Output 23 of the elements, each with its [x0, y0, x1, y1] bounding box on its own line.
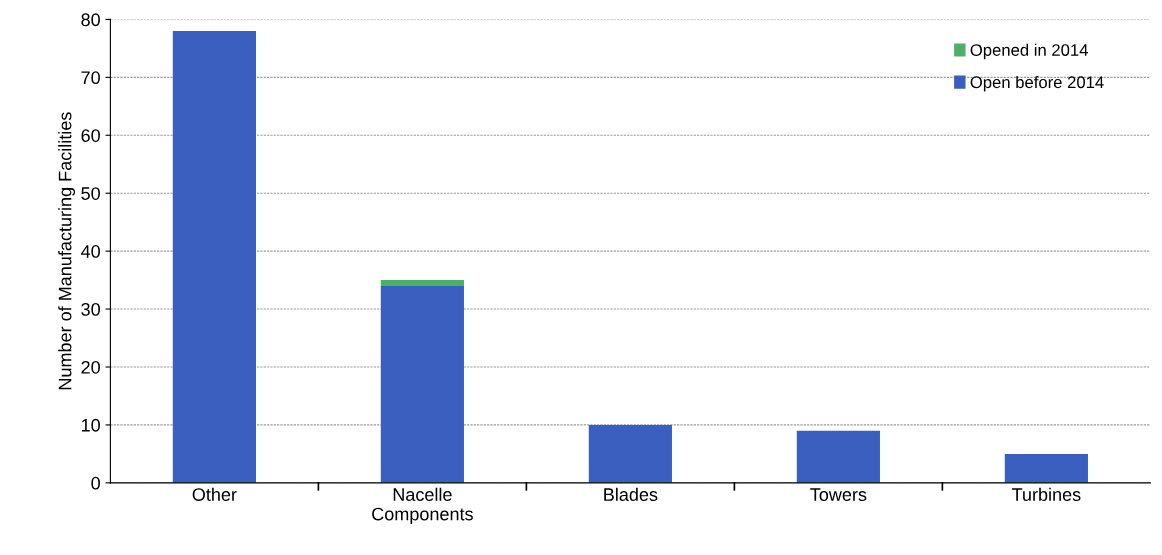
bar	[588, 424, 672, 483]
y-tick-label: 40	[81, 245, 100, 258]
y-tick-label: 70	[81, 71, 100, 85]
y-tick-label: 20	[81, 360, 100, 374]
x-tick-label: Other	[192, 487, 237, 501]
y-tick-label: 10	[81, 418, 100, 432]
y-tick-label: 0	[91, 476, 100, 490]
bar	[1004, 453, 1088, 483]
legend-label: Open before 2014	[970, 75, 1104, 92]
x-tick-label: Towers	[810, 488, 867, 501]
x-tick-label: Blades	[604, 487, 658, 501]
x-tick-label: Nacelle Components	[372, 487, 473, 524]
y-axis-title: Number of Manufacturing Facilities	[58, 112, 76, 390]
bar	[380, 285, 464, 483]
bar	[796, 430, 880, 483]
y-tick-label: 60	[81, 129, 100, 142]
y-tick-label: 50	[81, 187, 100, 200]
bar	[380, 280, 464, 286]
y-tick-label: 30	[81, 303, 100, 316]
legend-label: Opened in 2014	[970, 43, 1088, 60]
y-tick-label: 80	[81, 13, 100, 27]
bar	[172, 31, 256, 483]
x-tick-label: Turbines	[1012, 487, 1081, 501]
